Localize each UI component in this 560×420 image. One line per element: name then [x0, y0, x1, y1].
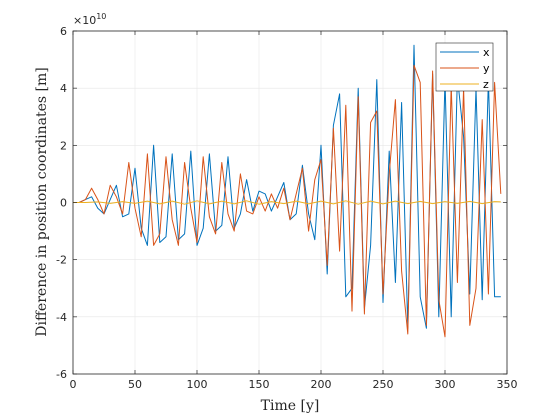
legend-box [435, 42, 494, 92]
y-tick-label: 2 [60, 139, 67, 152]
y-tick-label: -6 [56, 368, 67, 381]
y-exponent-power: 10 [96, 12, 106, 21]
x-tick-label: 350 [497, 378, 518, 391]
x-axis-label: Time [y] [261, 398, 320, 414]
x-tick-label: 50 [128, 378, 142, 391]
legend-label-z: z [483, 78, 489, 91]
y-tick-label: -4 [56, 311, 67, 324]
y-exponent-label: ×1010 [73, 12, 106, 27]
x-tick-label: 100 [187, 378, 208, 391]
series-line-z [73, 200, 501, 205]
legend-label-x: x [483, 46, 490, 59]
y-tick-label: 6 [60, 25, 67, 38]
x-tick-label: 250 [373, 378, 394, 391]
legend-label-y: y [483, 62, 490, 75]
series-line-y [73, 64, 502, 338]
y-tick-label: 0 [60, 197, 67, 210]
tick-labels: 0 50 100 150 200 250 300 350 -6 -4 -2 0 2 4 6 [56, 25, 517, 391]
x-tick-label: 200 [311, 378, 332, 391]
series-layer [73, 44, 502, 338]
y-axis-label: Difference in position coordinates [m] [34, 67, 50, 336]
y-tick-label: -2 [56, 254, 67, 267]
x-tick-label: 0 [70, 378, 77, 391]
y-tick-label: 4 [60, 82, 67, 95]
axis-ticks [72, 30, 508, 375]
legend: x y z [435, 42, 494, 92]
x-tick-label: 300 [435, 378, 456, 391]
x-tick-label: 150 [249, 378, 270, 391]
